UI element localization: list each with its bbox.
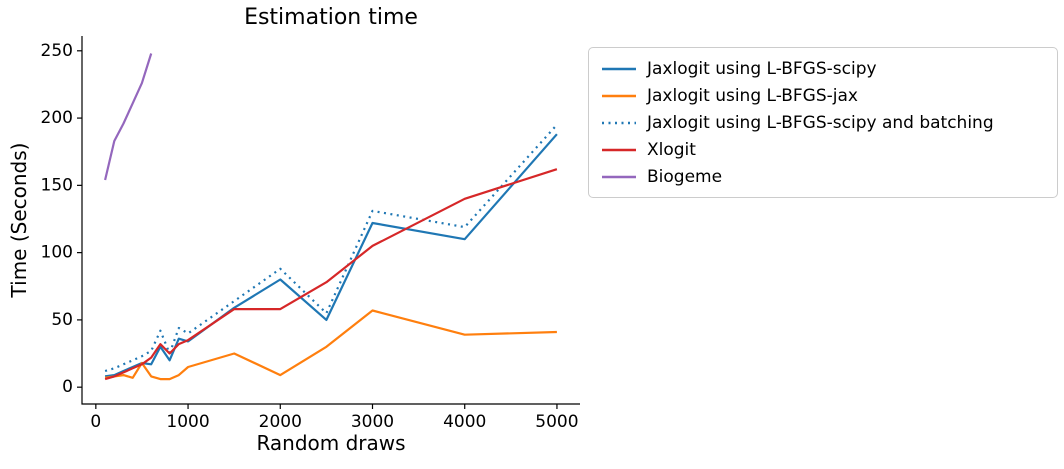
legend-swatch-solid-line	[602, 148, 636, 151]
legend: Jaxlogit using L-BFGS-scipy Jaxlogit usin…	[588, 47, 1058, 198]
series-line-1	[104, 309, 557, 381]
legend-item-4: Biogeme	[601, 163, 1045, 190]
x-tick-label: 5000	[535, 412, 578, 432]
legend-label: Jaxlogit using L-BFGS-scipy	[647, 58, 877, 79]
x-tick-label: 3000	[351, 412, 394, 432]
y-axis-label: Time (Seconds)	[7, 142, 31, 298]
x-tick-label: 0	[90, 412, 101, 432]
legend-swatch-dotted-line	[602, 121, 636, 124]
legend-item-3: Xlogit	[601, 136, 1045, 163]
series-line-4	[104, 53, 153, 181]
series-line-3	[104, 168, 558, 381]
legend-item-2: Jaxlogit using L-BFGS-scipy and batching	[601, 109, 1045, 136]
legend-item-1: Jaxlogit using L-BFGS-jax	[601, 82, 1045, 109]
legend-swatch-solid-line	[602, 67, 636, 70]
y-tick-label: 100	[41, 243, 73, 263]
x-axis-label: Random draws	[256, 431, 406, 455]
x-tick-label: 1000	[166, 412, 209, 432]
series-line-0	[104, 133, 558, 378]
series-line-2	[104, 124, 558, 373]
x-tick-label: 4000	[443, 412, 486, 432]
y-tick-label: 0	[62, 377, 73, 397]
y-tick-label: 150	[41, 175, 73, 195]
y-tick-label: 50	[51, 310, 73, 330]
legend-label: Biogeme	[647, 166, 723, 187]
y-tick-label: 250	[41, 41, 73, 61]
chart-title: Estimation time	[244, 5, 418, 30]
legend-label: Jaxlogit using L-BFGS-scipy and batching	[647, 112, 994, 133]
legend-swatch-solid-line	[602, 94, 636, 97]
legend-label: Jaxlogit using L-BFGS-jax	[647, 85, 858, 106]
y-tick-label: 200	[41, 108, 73, 128]
axis-spines	[81, 36, 580, 405]
x-tick-label: 2000	[259, 412, 302, 432]
legend-swatch-solid-line	[602, 175, 636, 178]
legend-label: Xlogit	[647, 139, 696, 160]
legend-item-0: Jaxlogit using L-BFGS-scipy	[601, 55, 1045, 82]
